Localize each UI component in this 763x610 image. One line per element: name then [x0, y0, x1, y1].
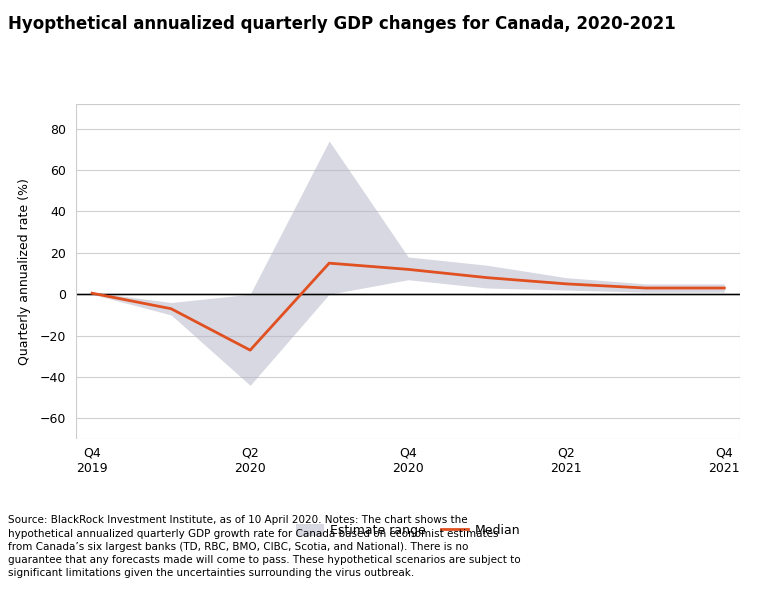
Text: Source: BlackRock Investment Institute, as of 10 April 2020. Notes: The chart sh: Source: BlackRock Investment Institute, … — [8, 515, 520, 578]
Y-axis label: Quarterly annualized rate (%): Quarterly annualized rate (%) — [18, 178, 31, 365]
Text: Hyopthetical annualized quarterly GDP changes for Canada, 2020-2021: Hyopthetical annualized quarterly GDP ch… — [8, 15, 675, 34]
Bar — [76, 104, 740, 439]
Legend: Estimate range, Median: Estimate range, Median — [291, 519, 525, 542]
